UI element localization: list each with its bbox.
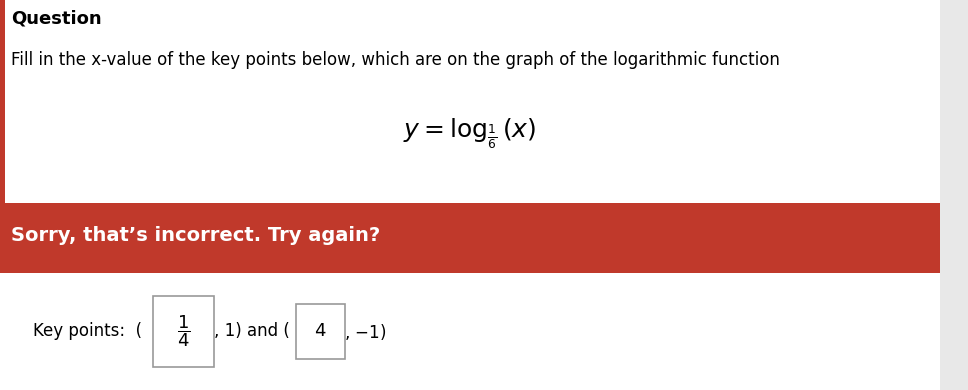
Text: , $-$1): , $-$1) — [345, 321, 386, 342]
Text: $4$: $4$ — [315, 323, 327, 340]
FancyBboxPatch shape — [0, 273, 940, 390]
Text: Fill in the x-value of the key points below, which are on the graph of the logar: Fill in the x-value of the key points be… — [12, 51, 780, 69]
Text: Sorry, that’s incorrect. Try again?: Sorry, that’s incorrect. Try again? — [12, 227, 380, 245]
Text: $y = \log_{\frac{1}{6}}(x)$: $y = \log_{\frac{1}{6}}(x)$ — [404, 117, 537, 151]
FancyBboxPatch shape — [0, 203, 940, 273]
Text: $\dfrac{1}{4}$: $\dfrac{1}{4}$ — [176, 314, 190, 349]
FancyBboxPatch shape — [0, 0, 940, 203]
FancyBboxPatch shape — [0, 0, 5, 203]
FancyBboxPatch shape — [153, 296, 214, 367]
Text: , 1) and (: , 1) and ( — [214, 323, 290, 340]
Text: Question: Question — [12, 10, 102, 28]
Text: Key points:  (: Key points: ( — [33, 323, 142, 340]
FancyBboxPatch shape — [296, 304, 346, 359]
